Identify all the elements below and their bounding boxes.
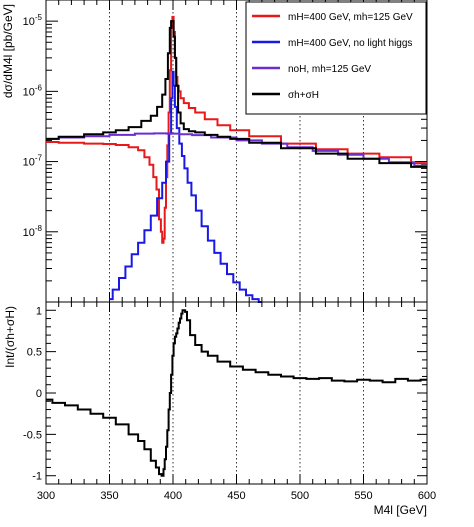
bottom-plot-frame	[45, 301, 428, 485]
top-panel: 10-8 10-7 10-6 10-5 dσ/dM4l [pb/GeV]	[1, 0, 428, 303]
top-y-tick-label: 10-6	[23, 83, 43, 98]
bottom-ticks: -1 -0.5 0 0.5 1 300 350 400 450 500 550 600	[23, 302, 436, 502]
x-tick-label: 600	[418, 490, 436, 502]
x-tick-label: 350	[100, 490, 118, 502]
legend-label-1: mH=400 GeV, no light higgs	[288, 38, 412, 49]
x-tick-label: 500	[291, 490, 309, 502]
bottom-series-group	[46, 309, 427, 477]
legend-entries: mH=400 GeV, mh=125 GeV mH=400 GeV, no lig…	[252, 12, 413, 101]
top-y-tick-label: 10-8	[23, 224, 43, 239]
legend-box	[245, 1, 427, 115]
legend-label-3: σh+σH	[288, 90, 319, 101]
x-tick-label: 450	[227, 490, 245, 502]
series-line-1	[109, 70, 262, 303]
series-line-3	[46, 20, 427, 168]
top-y-axis-title: dσ/dM4l [pb/GeV]	[1, 4, 15, 98]
x-axis-title: M4l [GeV]	[374, 503, 427, 517]
legend-label-0: mH=400 GeV, mh=125 GeV	[288, 12, 413, 23]
series-line-2	[46, 132, 427, 167]
bottom-grid	[109, 302, 364, 484]
legend-label-2: noH, mh=125 GeV	[288, 64, 371, 75]
bottom-panel: -1 -0.5 0 0.5 1 300 350 400 450 500 550 600 Int/(σh…	[3, 301, 436, 517]
bottom-y-tick-label: 1	[36, 305, 42, 317]
series-line-0	[46, 15, 427, 244]
bottom-y-tick-label: 0	[36, 388, 42, 400]
x-tick-label: 300	[37, 490, 55, 502]
x-tick-label: 550	[354, 490, 372, 502]
top-series-group	[46, 15, 427, 303]
top-y-tick-label: 10-7	[23, 154, 43, 169]
x-tick-label: 400	[164, 490, 182, 502]
bottom-y-tick-label: -1	[32, 471, 42, 483]
ratio-series-line-0	[46, 309, 427, 477]
bottom-y-tick-label: -0.5	[23, 429, 42, 441]
bottom-y-axis-title: Int/(σh+σH)	[3, 306, 17, 368]
legend: mH=400 GeV, mh=125 GeV mH=400 GeV, no lig…	[245, 1, 427, 115]
top-y-tick-label: 10-5	[23, 13, 43, 28]
bottom-y-tick-label: 0.5	[27, 347, 42, 359]
